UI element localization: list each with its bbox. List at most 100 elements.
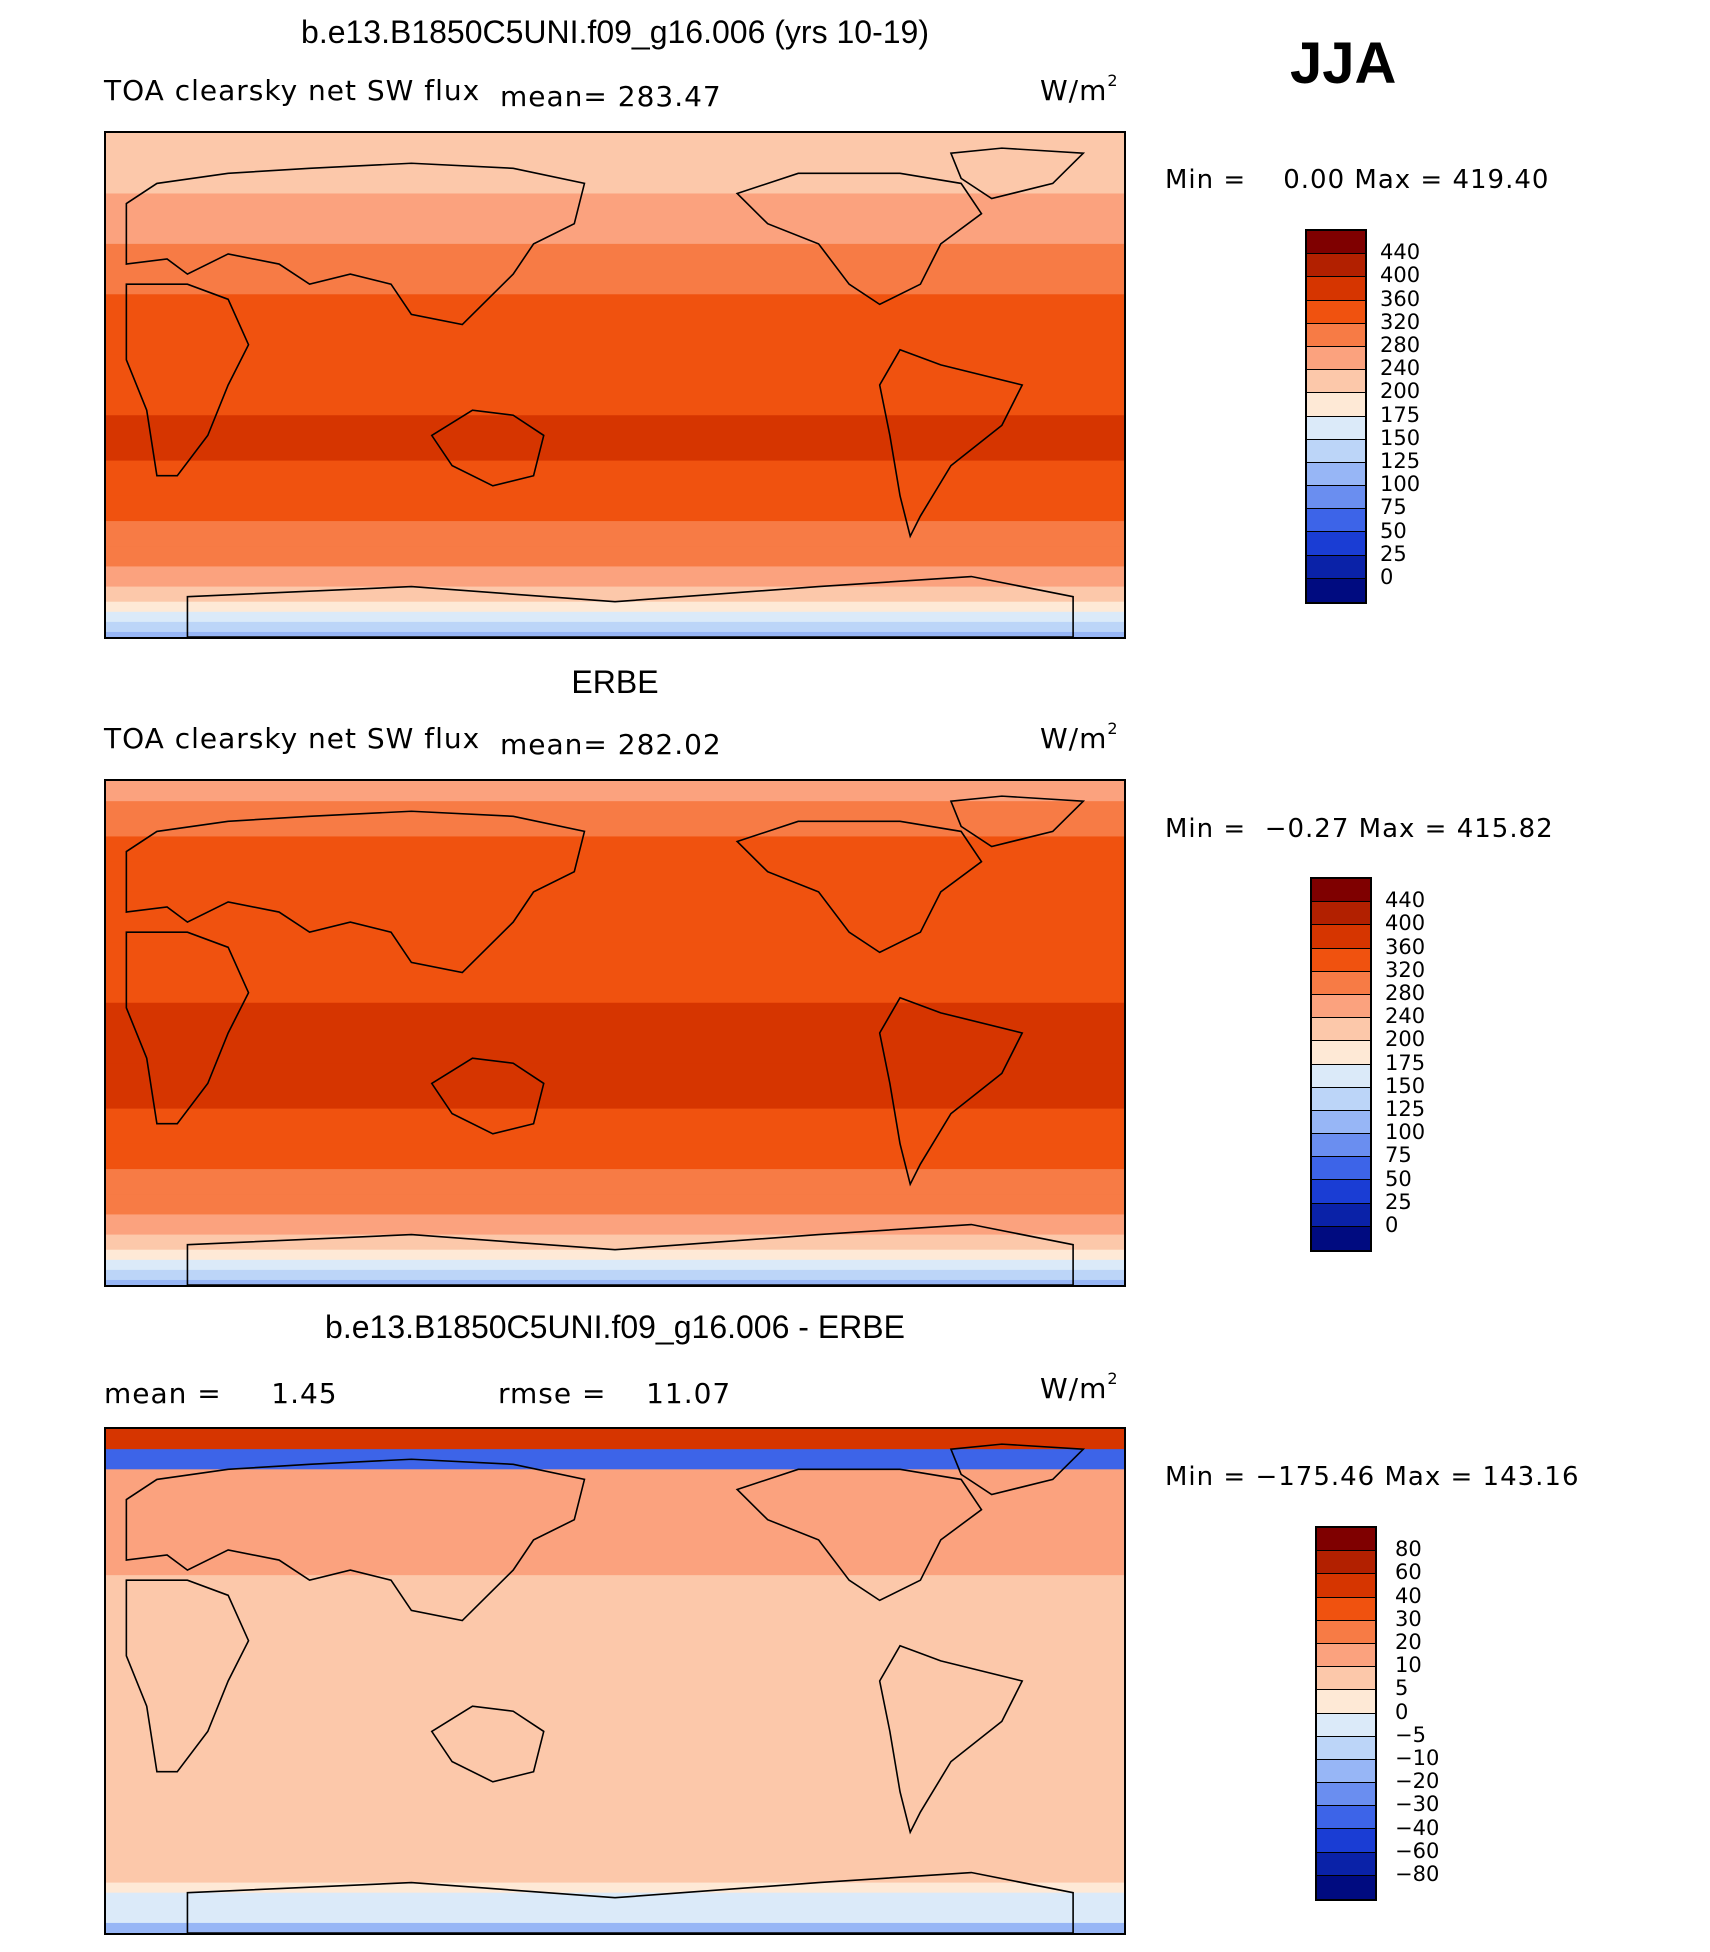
colorbar-tick-label: 240 [1385, 1004, 1426, 1029]
units-text: W/m [1040, 74, 1108, 107]
coastline [430, 409, 545, 487]
colorbar-tick-label: 440 [1380, 240, 1421, 265]
colorbar-tick-label: 320 [1380, 309, 1421, 334]
colorbar-swatch [1307, 393, 1365, 417]
units-text: W/m [1040, 1372, 1108, 1405]
colorbar-swatch [1307, 555, 1365, 579]
season-label: JJA [1290, 31, 1397, 96]
colorbar-swatch [1317, 1643, 1375, 1668]
map-svg [106, 133, 1124, 637]
field-band [106, 1867, 1124, 1884]
colorbar-swatch [1312, 948, 1370, 972]
panel-1-title: b.e13.B1850C5UNI.f09_g16.006 (yrs 10-19) [301, 14, 929, 50]
colorbar-tick-label: 80 [1395, 1537, 1422, 1562]
field-band [106, 168, 1124, 195]
panel-3-mean: mean = 1.45 [104, 1377, 338, 1410]
panel-2-map [104, 779, 1126, 1287]
coastline [878, 996, 1024, 1187]
coastline [125, 810, 586, 974]
colorbar-swatch [1317, 1597, 1375, 1621]
units-exponent: 2 [1107, 718, 1119, 738]
field-band [106, 354, 1124, 417]
colorbar-swatch [1307, 532, 1365, 556]
field-band [106, 1449, 1124, 1471]
colorbar-swatch [1317, 1875, 1375, 1899]
field-band [106, 1575, 1124, 1637]
field-band [106, 1259, 1124, 1271]
colorbar-tick-label: 0 [1380, 565, 1394, 589]
colorbar-swatch [1312, 925, 1370, 949]
field-band [106, 460, 1124, 497]
colorbar-tick-label: 200 [1385, 1027, 1426, 1052]
field-band [106, 1214, 1124, 1236]
field-band [106, 1108, 1124, 1145]
coastline [186, 575, 1074, 637]
panel-1-mean: mean= 283.47 [500, 80, 722, 113]
colorbar-swatch [1307, 462, 1365, 487]
colorbar-swatch [1307, 370, 1365, 394]
colorbar-tick-label: 25 [1380, 541, 1407, 566]
colorbar-tick-label: 320 [1385, 957, 1426, 982]
field-band [106, 1696, 1124, 1743]
colorbar-tick-label: 60 [1395, 1560, 1422, 1585]
colorbar-swatch [1307, 509, 1365, 533]
coastline [735, 1468, 983, 1602]
colorbar-tick-label: −20 [1395, 1769, 1440, 1794]
colorbar-swatch [1312, 1018, 1370, 1042]
field-band [106, 415, 1124, 462]
colorbar-tick-label: 5 [1395, 1676, 1409, 1701]
panel-2-mean: mean= 282.02 [500, 728, 722, 761]
colorbar-tick-label: 25 [1385, 1189, 1412, 1214]
colorbar-swatch [1317, 1551, 1375, 1575]
colorbar-swatch [1312, 879, 1370, 903]
panel-3-minmax: Min = −175.46 Max = 143.16 [1165, 1462, 1580, 1492]
colorbar-swatch [1312, 994, 1370, 1019]
colorbar-swatch [1307, 346, 1365, 371]
colorbar-swatch [1307, 254, 1365, 278]
coastline [186, 1871, 1074, 1933]
field-band [106, 611, 1124, 623]
field-band [106, 213, 1124, 245]
field-band [106, 891, 1124, 944]
field-band [106, 1827, 1124, 1849]
colorbar-tick-label: 100 [1380, 472, 1421, 497]
coastline [949, 795, 1086, 848]
colorbar-swatch [1307, 486, 1365, 510]
panel-2-minmax: Min = −0.27 Max = 415.82 [1165, 814, 1554, 844]
colorbar-swatch [1307, 416, 1365, 440]
coastline [125, 1458, 586, 1622]
coastline [125, 162, 586, 326]
colorbar-swatch [1317, 1690, 1375, 1714]
field-band [106, 1249, 1124, 1261]
colorbar-tick-label: 20 [1395, 1630, 1422, 1654]
field-band [106, 1801, 1124, 1829]
field-band [106, 1169, 1124, 1196]
colorbar-swatch [1312, 1203, 1370, 1227]
coastline [125, 931, 250, 1125]
colorbar-swatch [1317, 1713, 1375, 1737]
coastline [735, 820, 983, 954]
colorbar-swatch [1317, 1806, 1375, 1830]
field-band [106, 1524, 1124, 1577]
colorbar-tick-label: 280 [1385, 981, 1426, 1005]
colorbar-swatch [1317, 1574, 1375, 1598]
panel-2-colorbar [1310, 877, 1372, 1252]
field-band [106, 621, 1124, 633]
field-band [106, 1269, 1124, 1281]
field-band [106, 1912, 1124, 1924]
colorbar-tick-label: 125 [1380, 449, 1421, 473]
colorbar-tick-label: 200 [1380, 379, 1421, 404]
panel-2-units: W/m2 [1040, 718, 1119, 755]
field-band [106, 861, 1124, 893]
field-band [106, 942, 1124, 1004]
field-band [106, 836, 1124, 863]
map-svg [106, 1429, 1124, 1933]
colorbar-tick-label: 360 [1380, 286, 1421, 311]
colorbar-swatch [1312, 1087, 1370, 1111]
field-band [106, 1469, 1124, 1496]
field-band [106, 1741, 1124, 1778]
coastline [949, 147, 1086, 200]
panel-1-units: W/m2 [1040, 71, 1119, 107]
field-band [106, 1922, 1124, 1933]
field-band [106, 566, 1124, 588]
